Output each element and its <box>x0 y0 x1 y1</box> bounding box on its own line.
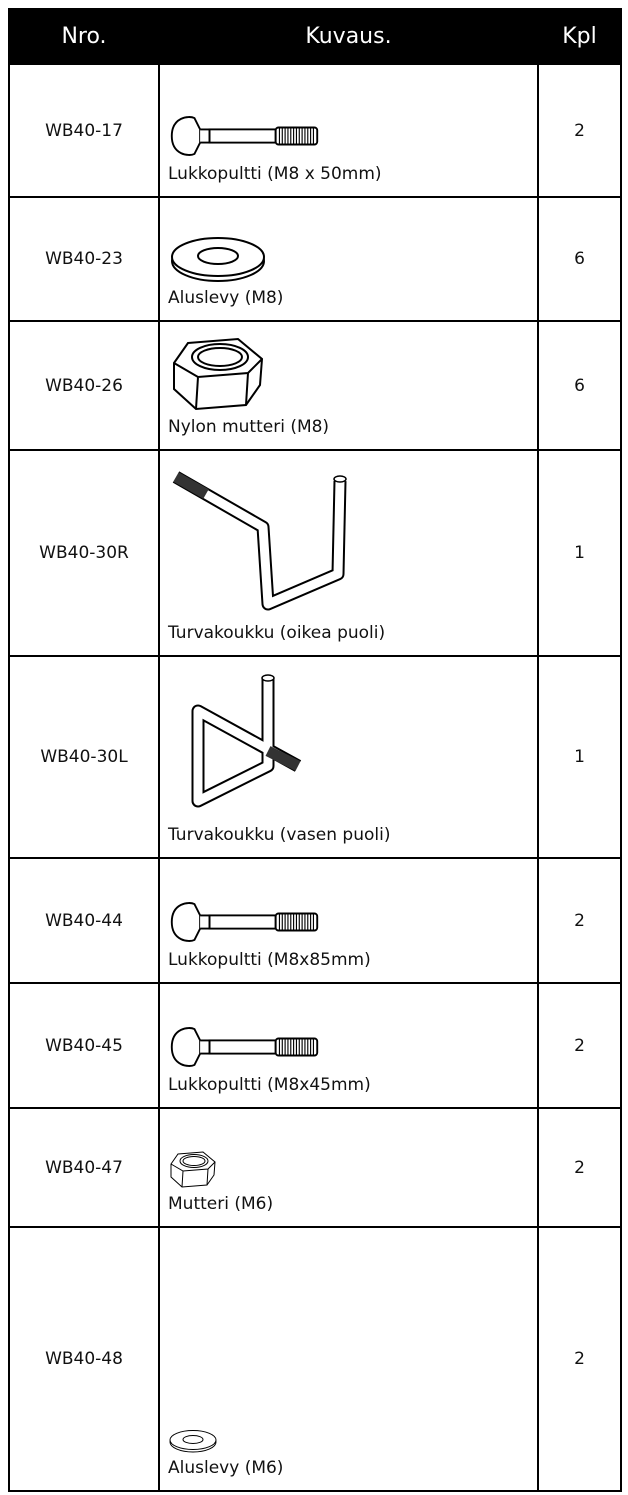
quantity: 2 <box>537 982 622 1109</box>
part-description: Turvakoukku (vasen puoli) <box>158 655 539 859</box>
part-number: WB40-17 <box>8 63 160 198</box>
quantity: 2 <box>537 857 622 984</box>
table-row: WB40-45 Lukkopultti (M8x45mm) 2 <box>8 982 622 1109</box>
part-description: Mutteri (M6) <box>158 1107 539 1228</box>
description-text: Turvakoukku (vasen puoli) <box>168 825 391 845</box>
description-text: Mutteri (M6) <box>168 1194 274 1214</box>
header-cell: Kpl <box>537 8 622 65</box>
header-cell: Kuvaus. <box>158 8 539 65</box>
part-number: WB40-30L <box>8 655 160 859</box>
description-text: Aluslevy (M8) <box>168 288 284 308</box>
description-text: Lukkopultti (M8x85mm) <box>168 950 371 970</box>
table-body: WB40-17 Lukkopultti (M8 x 50mm) 2 WB40-23 Al… <box>8 63 622 1492</box>
quantity: 2 <box>537 1107 622 1228</box>
hook-icon <box>172 471 347 611</box>
part-number: WB40-23 <box>8 196 160 322</box>
bolt-icon <box>168 112 338 160</box>
quantity: 2 <box>537 63 622 198</box>
washer-icon <box>168 234 268 284</box>
part-description: Lukkopultti (M8x85mm) <box>158 857 539 984</box>
table-row: WB40-30R Turvakoukku (oikea puoli) 1 <box>8 449 622 657</box>
table-row: WB40-44 Lukkopultti (M8x85mm) 2 <box>8 857 622 984</box>
table-row: WB40-26 Nylon mutteri (M8) 6 <box>8 320 622 451</box>
quantity: 6 <box>537 320 622 451</box>
part-number: WB40-44 <box>8 857 160 984</box>
nut-icon <box>168 333 268 413</box>
part-number: WB40-47 <box>8 1107 160 1228</box>
bolt-icon <box>168 1023 338 1071</box>
description-text: Nylon mutteri (M8) <box>168 417 330 437</box>
table-row: WB40-17 Lukkopultti (M8 x 50mm) 2 <box>8 63 622 198</box>
part-number: WB40-26 <box>8 320 160 451</box>
part-description: Aluslevy (M6) <box>158 1226 539 1492</box>
parts-table: Nro. Kuvaus. Kpl WB40-17 Lukkopultti (M8 … <box>8 8 622 1492</box>
header-cell: Nro. <box>8 8 160 65</box>
description-text: Turvakoukku (oikea puoli) <box>168 623 386 643</box>
part-description: Turvakoukku (oikea puoli) <box>158 449 539 657</box>
bolt-icon <box>168 898 338 946</box>
table-row: WB40-47 Mutteri (M6) 2 <box>8 1107 622 1228</box>
part-description: Lukkopultti (M8x45mm) <box>158 982 539 1109</box>
part-description: Lukkopultti (M8 x 50mm) <box>158 63 539 198</box>
part-number: WB40-48 <box>8 1226 160 1492</box>
hook-icon <box>191 674 302 808</box>
description-text: Lukkopultti (M8 x 50mm) <box>168 164 382 184</box>
quantity: 6 <box>537 196 622 322</box>
quantity: 1 <box>537 655 622 859</box>
part-description: Nylon mutteri (M8) <box>158 320 539 451</box>
table-row: WB40-23 Aluslevy (M8) 6 <box>8 196 622 322</box>
table-row: WB40-30L Turvakoukku (vasen puoli) 1 <box>8 655 622 859</box>
part-description: Aluslevy (M8) <box>158 196 539 322</box>
quantity: 1 <box>537 449 622 657</box>
part-number: WB40-30R <box>8 449 160 657</box>
part-number: WB40-45 <box>8 982 160 1109</box>
nut-icon <box>168 1148 218 1190</box>
description-text: Aluslevy (M6) <box>168 1458 284 1478</box>
description-text: Lukkopultti (M8x45mm) <box>168 1075 371 1095</box>
header-row: Nro. Kuvaus. Kpl <box>8 8 622 65</box>
quantity: 2 <box>537 1226 622 1492</box>
table-row: WB40-48 Aluslevy (M6) 2 <box>8 1226 622 1492</box>
washer-icon <box>168 1428 218 1454</box>
